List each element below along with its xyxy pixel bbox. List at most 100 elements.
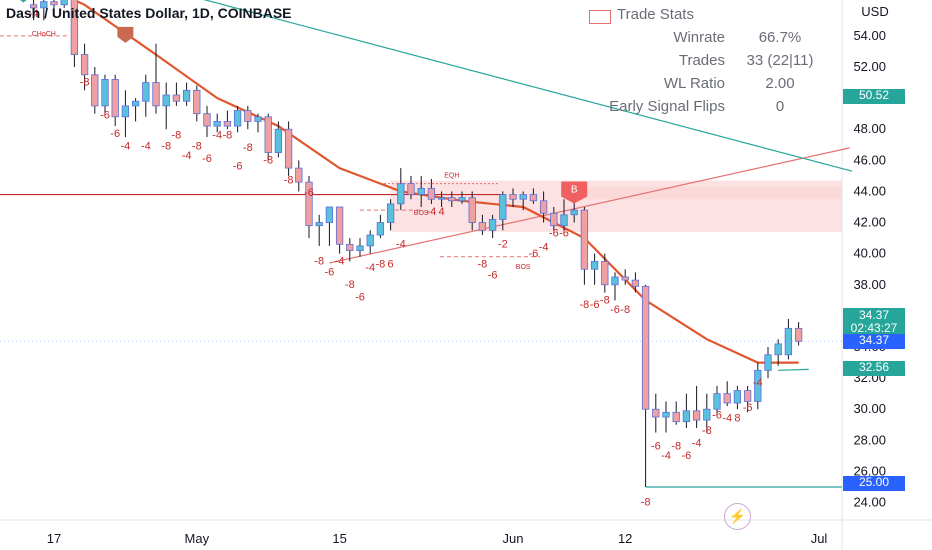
signal-annotation: -6: [304, 187, 314, 199]
price-tick-label: 42.00: [853, 215, 886, 230]
signal-annotation: -8: [80, 77, 90, 89]
time-tick-label: 15: [332, 531, 346, 546]
tradingview-logo-icon[interactable]: ⚡: [724, 503, 751, 530]
candle-down: [172, 94, 181, 102]
candle-down: [448, 197, 456, 202]
candle-down: [244, 110, 252, 122]
signal-annotation: -4: [365, 262, 375, 274]
candle-up: [417, 187, 425, 195]
signal-annotation: -2: [498, 238, 508, 250]
price-tick-label: 46.00: [853, 152, 886, 167]
candle-down: [50, 1, 58, 6]
signal-annotation: -6: [651, 441, 661, 453]
stat-value: 0: [775, 98, 785, 115]
signal-annotation: BOS: [414, 210, 429, 217]
candle-up: [254, 116, 262, 122]
candle-down: [631, 279, 640, 287]
signal-annotation: -8: [243, 142, 253, 154]
price-tick-label: 44.00: [853, 183, 886, 198]
signal-annotation: -6: [743, 402, 753, 414]
stat-value: 2.00: [765, 75, 795, 92]
trend-line: [203, 0, 853, 172]
candle-up: [570, 209, 578, 216]
signal-annotation: -6: [549, 228, 559, 240]
signal-annotation: -4: [212, 130, 222, 142]
signal-annotation: 8: [734, 413, 740, 425]
symbol-header: Dash / United States Dollar, 1D, COINBAS…: [6, 5, 292, 21]
signal-annotation: -6: [233, 161, 243, 173]
candle-up: [590, 261, 599, 270]
signal-annotation: -6: [355, 291, 365, 303]
candle-down: [652, 408, 660, 418]
trade-stats-title-row: Trade Stats: [575, 6, 835, 29]
candle-up: [315, 222, 323, 227]
candle-up: [213, 121, 221, 127]
close-price-tag: 34.37: [843, 334, 905, 349]
candle-down: [152, 82, 160, 107]
candle-down: [509, 194, 517, 200]
signal-annotation: -4: [29, 8, 39, 20]
signal-annotation: EQH: [444, 172, 459, 179]
signal-annotation: -4: [396, 238, 406, 250]
candle-down: [264, 116, 272, 153]
candle-down: [468, 197, 476, 223]
candle-down: [692, 410, 701, 421]
signal-annotation: -6: [110, 128, 120, 140]
signal-annotation: -4: [335, 256, 345, 268]
candle-down: [621, 276, 629, 281]
candle-down: [601, 261, 609, 286]
stat-value: 66.7%: [758, 29, 802, 46]
signal-annotation: -4: [661, 450, 671, 462]
signal-annotation: 4: [439, 206, 445, 218]
candle-down: [427, 187, 436, 200]
signal-annotation: -8: [263, 154, 273, 166]
buy-signal-label: B: [571, 184, 578, 195]
candle-up: [162, 94, 170, 107]
candle-up: [703, 408, 711, 421]
signal-annotation: BOS: [516, 264, 531, 271]
signal-annotation: -6: [488, 270, 498, 282]
signal-annotation: -6: [590, 299, 600, 311]
candle-up: [60, 0, 68, 6]
signal-annotation: -8: [376, 259, 386, 271]
signal-annotation: -8: [314, 256, 324, 268]
candle-down: [539, 200, 548, 214]
price-tick-label: 38.00: [853, 277, 886, 292]
candle-up: [121, 105, 130, 118]
signal-annotation: -4: [427, 206, 437, 218]
candle-down: [335, 206, 344, 245]
candle-down: [305, 181, 313, 227]
signal-annotation: -8: [671, 441, 681, 453]
time-tick-label: Jun: [503, 531, 524, 546]
candle-down: [743, 390, 752, 402]
candle-up: [397, 183, 405, 205]
candle-down: [203, 113, 211, 127]
signal-annotation: -6: [325, 266, 335, 278]
stat-label: WL Ratio: [663, 75, 725, 92]
candle-down: [29, 4, 38, 9]
price-tick-label: 28.00: [853, 432, 886, 447]
signal-annotation: -8: [172, 130, 182, 142]
candle-up: [519, 194, 527, 200]
ema-price-tag: 50.52: [843, 89, 905, 104]
candle-up: [713, 393, 721, 410]
signal-annotation: -8: [161, 140, 171, 152]
price-tick-label: 30.00: [853, 401, 886, 416]
candle-down: [91, 74, 99, 107]
down-signal-marker: [117, 26, 134, 43]
candle-down: [550, 212, 558, 227]
price-tick-label: 52.00: [853, 59, 886, 74]
signal-annotation: 6: [388, 259, 394, 271]
time-tick-label: Jul: [811, 531, 828, 546]
stat-row-signal-flips: Early Signal Flips 0: [575, 98, 835, 121]
candle-up: [499, 194, 507, 220]
bar-countdown: 02:43:27: [850, 321, 898, 335]
candle-up: [376, 222, 385, 236]
stat-row-wl-ratio: WL Ratio 2.00: [575, 75, 835, 98]
signal-annotation: -4: [182, 150, 192, 162]
candle-down: [723, 393, 731, 404]
candle-up: [662, 411, 670, 418]
signal-annotation: -8: [620, 304, 630, 316]
signal-annotation: -4: [692, 438, 702, 450]
